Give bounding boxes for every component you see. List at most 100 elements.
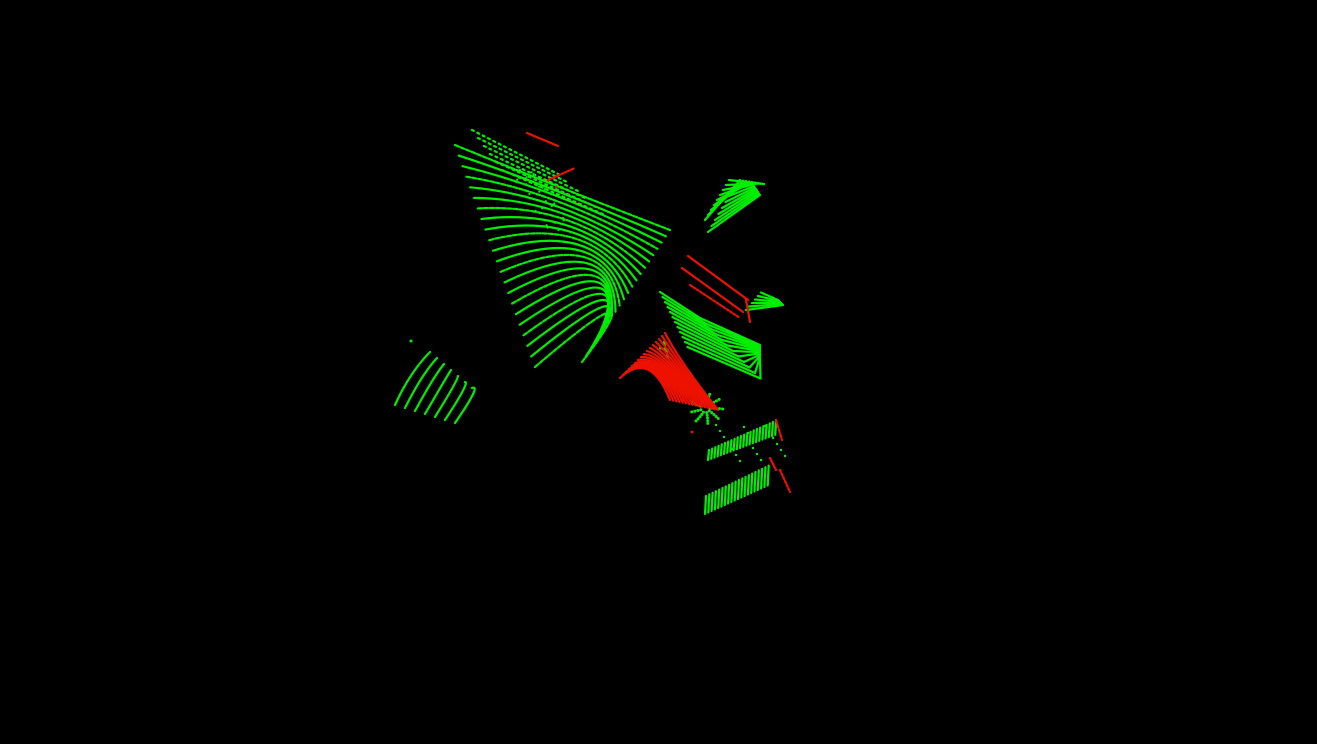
scan-line-24 — [482, 144, 580, 193]
scan-point-43 — [550, 204, 553, 208]
scan-point-135 — [705, 413, 709, 417]
scan-line-169 — [716, 444, 720, 458]
scan-line-72 — [727, 184, 756, 198]
scan-line-70 — [720, 187, 758, 210]
scan-line-175 — [735, 436, 739, 451]
scan-point-216 — [730, 447, 734, 451]
scan-arc-14 — [507, 267, 614, 320]
scan-line-226 — [768, 456, 778, 472]
scan-line-168 — [713, 446, 717, 459]
scan-arc-19 — [526, 299, 611, 351]
scan-line-188 — [703, 494, 708, 516]
scan-point-214 — [726, 441, 730, 445]
scan-point-144 — [706, 416, 710, 420]
scan-point-31 — [525, 176, 528, 179]
scan-line-81 — [715, 333, 762, 350]
scan-point-209 — [751, 446, 755, 450]
scan-line-186 — [770, 420, 775, 438]
scan-arc-7 — [480, 216, 642, 276]
scan-line-99 — [680, 266, 745, 314]
scan-point-160 — [721, 407, 725, 411]
scan-line-181 — [754, 427, 759, 444]
scan-line-96 — [686, 345, 762, 380]
scan-line-174 — [732, 437, 736, 452]
scan-line-87 — [731, 349, 762, 354]
scan-line-68 — [713, 190, 760, 222]
scan-point-49 — [562, 219, 565, 222]
scan-point-128 — [699, 408, 703, 412]
scan-arc-114 — [636, 358, 691, 406]
scan-line-98 — [686, 254, 750, 302]
scan-line-97 — [758, 357, 762, 380]
scan-line-25 — [488, 152, 589, 201]
scan-line-90 — [678, 330, 746, 364]
scan-line-185 — [767, 422, 771, 439]
scan-line-74 — [658, 290, 702, 320]
scan-point-53 — [557, 228, 560, 232]
scan-line-198 — [736, 478, 741, 501]
scan-line-202 — [750, 472, 754, 495]
scan-line-178 — [745, 432, 749, 447]
scan-arc-122 — [660, 334, 716, 411]
scan-line-205 — [760, 467, 764, 490]
scan-point-125 — [707, 409, 711, 413]
scan-line-85 — [726, 344, 762, 353]
scan-point-220 — [738, 459, 742, 463]
scan-arc-119 — [651, 343, 707, 409]
scan-point-38 — [528, 192, 531, 196]
scan-line-194 — [723, 485, 727, 507]
scan-line-170 — [719, 443, 723, 457]
scan-line-180 — [751, 429, 755, 445]
scan-line-69 — [717, 189, 759, 216]
scan-arc-118 — [648, 346, 704, 408]
scan-line-177 — [742, 433, 746, 448]
scan-arc-3 — [465, 175, 659, 250]
scan-point-224 — [746, 431, 750, 435]
scan-line-93 — [748, 354, 762, 369]
scan-point-134 — [710, 411, 714, 415]
scan-line-189 — [707, 493, 711, 514]
scan-arc-231 — [393, 350, 432, 407]
scan-point-136 — [700, 412, 704, 416]
scan-line-203 — [753, 470, 757, 493]
scan-line-101 — [744, 298, 752, 324]
scan-arc-234 — [423, 368, 453, 416]
scan-line-27 — [500, 168, 607, 217]
scan-arc-20 — [530, 305, 612, 358]
scan-point-126 — [705, 411, 709, 415]
scan-point-34 — [525, 183, 528, 186]
scan-line-171 — [722, 441, 727, 456]
scan-arc-0 — [453, 143, 672, 232]
scan-point-229 — [681, 398, 685, 402]
scan-arc-123 — [663, 331, 720, 412]
scan-point-35 — [537, 185, 541, 188]
scan-line-76 — [661, 295, 707, 325]
scan-line-195 — [727, 483, 731, 505]
scan-arc-11 — [495, 246, 626, 301]
scan-point-46 — [538, 212, 541, 215]
scan-line-173 — [729, 439, 733, 453]
scan-arc-6 — [476, 206, 646, 269]
scan-point-29 — [530, 171, 533, 174]
scan-point-158 — [708, 392, 712, 396]
scan-point-32 — [516, 178, 519, 181]
scan-line-103 — [747, 302, 784, 308]
scan-line-82 — [668, 310, 724, 342]
scan-point-146 — [693, 409, 697, 413]
scan-point-56 — [554, 185, 558, 189]
scan-arc-117 — [645, 349, 700, 408]
scan-point-42 — [553, 202, 556, 205]
scan-point-215 — [763, 424, 767, 428]
scan-point-28 — [518, 168, 522, 172]
scan-point-150 — [714, 399, 718, 403]
scan-line-192 — [717, 488, 721, 510]
scan-point-225 — [783, 454, 787, 458]
scan-arc-233 — [413, 362, 446, 413]
scan-point-221 — [775, 442, 779, 446]
scan-point-155 — [690, 410, 694, 414]
scan-point-161 — [716, 416, 720, 420]
scan-arc-5 — [472, 196, 651, 263]
scan-line-167 — [710, 447, 714, 460]
